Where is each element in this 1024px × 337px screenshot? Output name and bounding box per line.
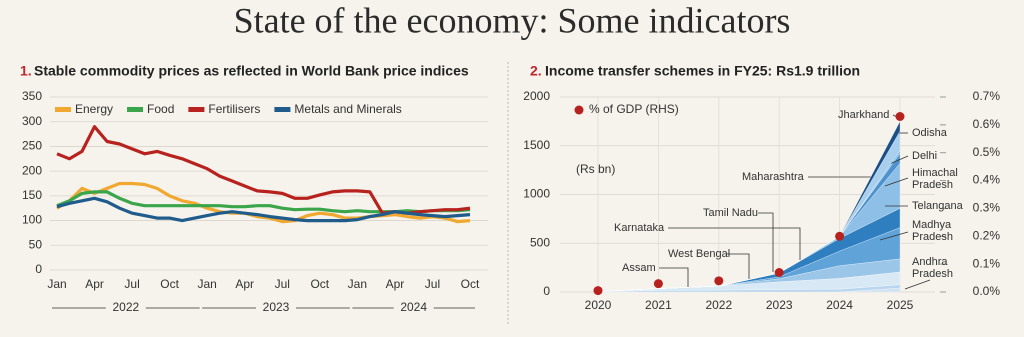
line-series <box>56 181 471 224</box>
x-tick-label: Jul <box>275 277 290 291</box>
gdp-dot <box>774 268 784 277</box>
gdp-dot <box>653 279 663 289</box>
x-tick-label: Jan <box>348 277 367 291</box>
y-tick-label: 300 <box>22 114 42 128</box>
x-tick-label: 2025 <box>887 298 914 312</box>
x-tick-label: Jan <box>47 277 66 291</box>
line-series <box>56 196 471 223</box>
y-tick-label: 500 <box>530 235 550 249</box>
area-label: Tamil Nadu <box>703 207 758 219</box>
y2-tick-label: 0.7% <box>973 89 1001 103</box>
leader-line <box>659 267 689 287</box>
x-tick-label: 2024 <box>826 298 853 312</box>
legend-swatch <box>274 107 291 112</box>
gdp-dot <box>714 276 724 286</box>
area-label: Assam <box>622 262 656 274</box>
leader-line <box>727 253 750 281</box>
x-tick-label: Oct <box>160 277 179 291</box>
area-label: Odisha <box>912 127 948 139</box>
x-tick-label: 2023 <box>766 298 793 312</box>
x-group-label: 2023 <box>263 300 290 314</box>
y-tick-label: 0 <box>35 262 42 276</box>
gdp-dot <box>835 231 845 241</box>
y2-tick-label: 0.5% <box>973 145 1001 159</box>
y-tick-label: 1000 <box>523 187 550 201</box>
y-axis-label: (Rs bn) <box>576 162 615 176</box>
area-label: Delhi <box>912 150 937 162</box>
y-tick-label: 250 <box>22 139 42 153</box>
legend-label: Energy <box>75 102 113 116</box>
x-tick-label: Apr <box>235 277 254 291</box>
gdp-dot <box>593 286 603 296</box>
x-tick-label: Jan <box>198 277 217 291</box>
legend-swatch <box>127 107 144 112</box>
leader-line <box>884 177 909 187</box>
x-group-label: 2024 <box>400 300 427 314</box>
x-tick-label: Apr <box>85 277 104 291</box>
chart-number: 2. <box>530 63 542 79</box>
x-tick-label: Jul <box>425 277 440 291</box>
area-label: Karnataka <box>614 222 665 234</box>
y-tick-label: 0 <box>543 284 550 298</box>
y-tick-label: 100 <box>22 213 42 227</box>
leader-line <box>758 212 774 272</box>
line-series <box>56 125 471 215</box>
y-tick-label: 200 <box>22 163 42 177</box>
area-label: Maharashtra <box>742 171 805 183</box>
area-label: West Bengal <box>668 248 730 260</box>
y-tick-label: 1500 <box>523 138 550 152</box>
leader-line <box>879 231 909 241</box>
y2-tick-label: 0.2% <box>973 228 1001 242</box>
y2-tick-label: 0.4% <box>973 173 1001 187</box>
area-label: Andhra Pradesh <box>912 256 953 280</box>
y2-tick-label: 0.3% <box>973 201 1001 215</box>
legend-dot <box>574 105 584 115</box>
y2-tick-label: 0.6% <box>973 117 1001 131</box>
page-title: State of the economy: Some indicators <box>234 0 791 40</box>
chart-title: Income transfer schemes in FY25: Rs1.9 t… <box>545 63 860 79</box>
x-tick-label: Apr <box>386 277 405 291</box>
y-tick-label: 150 <box>22 188 42 202</box>
area-label: Madhya Pradesh <box>912 219 954 243</box>
legend-label: % of GDP (RHS) <box>589 102 679 116</box>
y-tick-label: 350 <box>22 89 42 103</box>
legend-swatch <box>55 107 71 112</box>
leader-line <box>668 227 801 262</box>
y2-tick-label: 0.1% <box>973 256 1001 270</box>
area-series <box>597 121 901 292</box>
leader-line <box>904 279 931 290</box>
x-group-label: 2022 <box>112 300 139 314</box>
area-label: Jharkhand <box>838 109 889 121</box>
legend-label: Food <box>147 102 174 116</box>
x-tick-label: 2021 <box>645 298 672 312</box>
x-tick-label: Oct <box>461 277 480 291</box>
y2-tick-label: 0.0% <box>973 284 1001 298</box>
chart-number: 1. <box>20 63 32 79</box>
x-tick-label: 2020 <box>585 298 612 312</box>
legend-label: Metals and Minerals <box>294 102 401 116</box>
y-tick-label: 50 <box>29 237 43 251</box>
legend-swatch <box>188 107 205 112</box>
y-tick-label: 2000 <box>523 89 550 103</box>
chart-title: Stable commodity prices as reflected in … <box>34 63 469 79</box>
x-tick-label: 2022 <box>705 298 732 312</box>
legend-label: Fertilisers <box>208 102 260 116</box>
gdp-dot <box>895 112 905 121</box>
area-label: Telangana <box>912 200 964 212</box>
x-tick-label: Oct <box>310 277 329 291</box>
x-tick-label: Jul <box>124 277 139 291</box>
area-label: Himachal Pradesh <box>912 167 961 191</box>
